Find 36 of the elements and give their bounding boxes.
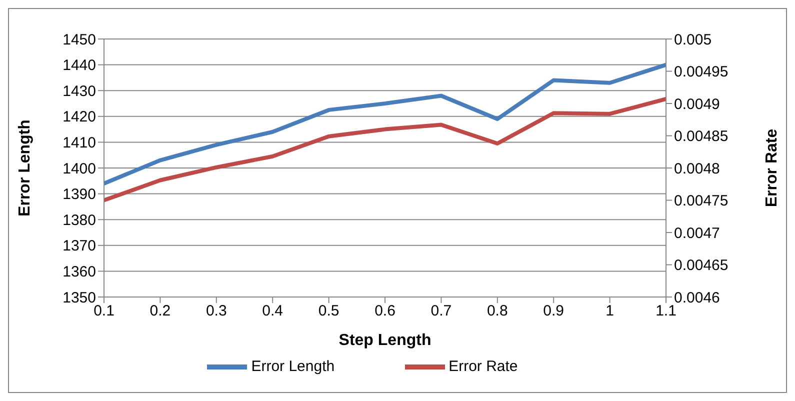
y-tick-label: 1440: [62, 57, 96, 74]
x-tick-label: 0.8: [486, 302, 508, 320]
y-tick-label: 1390: [62, 186, 96, 204]
y2-tick-label: 0.0046: [674, 289, 720, 306]
x-tick-label: 0.7: [430, 302, 452, 320]
y2-tick-label: 0.0047: [674, 224, 720, 242]
x-tick-label: 0.3: [206, 302, 227, 320]
y-tick-label: 1450: [62, 31, 96, 48]
y2-tick-label: 0.0048: [674, 160, 720, 178]
x-tick-label: 1.1: [656, 302, 676, 320]
y-tick-label: 1360: [62, 264, 96, 281]
y2-tick-label: 0.00485: [674, 128, 728, 146]
x-tick-label: 0.2: [150, 302, 171, 320]
x-tick-label: 0.5: [318, 302, 340, 320]
x-tick-label: 0.4: [262, 302, 284, 320]
x-tick-label: 1: [606, 302, 614, 320]
y-tick-label: 1380: [62, 212, 96, 229]
y-axis-title: Error Length: [16, 120, 34, 216]
y-tick-label: 1430: [62, 82, 96, 100]
legend-label: Error Rate: [448, 358, 518, 375]
y-tick-label: 1400: [62, 160, 96, 178]
y-tick-label: 1410: [62, 134, 96, 152]
y2-tick-label: 0.00465: [674, 257, 728, 274]
y2-axis-title: Error Rate: [764, 128, 781, 208]
x-tick-label: 0.9: [543, 302, 564, 320]
legend-label: Error Length: [251, 358, 335, 375]
y2-tick-label: 0.00475: [674, 192, 728, 210]
y2-tick-label: 0.0049: [674, 96, 720, 113]
y-tick-label: 1370: [62, 238, 96, 255]
x-axis-title: Step Length: [338, 332, 432, 349]
y2-tick-label: 0.00495: [674, 64, 728, 81]
y-tick-label: 1350: [62, 289, 96, 306]
x-tick-label: 0.1: [94, 302, 114, 320]
y2-tick-label: 0.005: [674, 31, 712, 48]
x-tick-label: 0.6: [374, 302, 396, 320]
y-tick-label: 1420: [62, 108, 96, 126]
